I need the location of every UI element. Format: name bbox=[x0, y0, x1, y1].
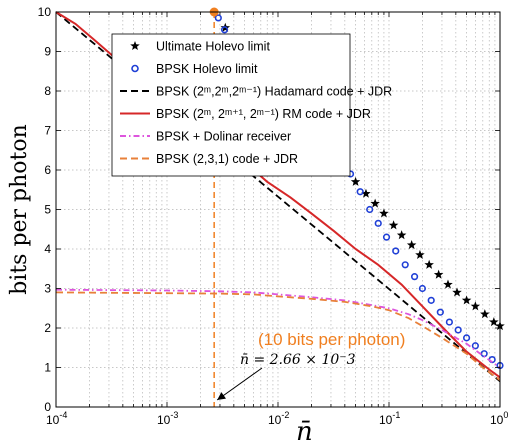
data-point-star bbox=[424, 259, 434, 269]
legend: Ultimate Holevo limit BPSK Holevo limit BP… bbox=[111, 33, 392, 177]
y-tick-label: 0 bbox=[44, 400, 51, 414]
data-point-star bbox=[361, 188, 371, 198]
y-tick-label: 4 bbox=[44, 242, 51, 256]
series-line bbox=[55, 288, 501, 369]
data-point-circle bbox=[418, 284, 427, 293]
orange-annotation: (10 bits per photon) bbox=[258, 330, 405, 349]
data-point-star bbox=[415, 249, 425, 259]
series-line bbox=[55, 11, 501, 382]
legend-entry-label: BPSK Holevo limit bbox=[156, 62, 258, 76]
x-axis-label: n̄ bbox=[296, 417, 313, 445]
data-point-circle bbox=[382, 233, 391, 241]
series-2 bbox=[55, 11, 501, 382]
series-5 bbox=[55, 291, 501, 381]
data-point-star bbox=[470, 301, 481, 311]
data-point-circle bbox=[410, 273, 419, 281]
data-point-star bbox=[406, 240, 417, 250]
data-point-circle bbox=[445, 318, 453, 326]
annotations: (10 bits per photon) n̄ = 2.66 × 10⁻3 bbox=[216, 330, 405, 401]
legend-circle-icon bbox=[131, 64, 139, 73]
grid bbox=[55, 11, 500, 408]
y-axis-label: bits per photon bbox=[7, 124, 32, 295]
data-point-star bbox=[461, 295, 472, 305]
ticks: 10-4 10-3 10-2 10-1 100 0 1 2 3 4 5 6 7 8 9 10 bbox=[38, 5, 509, 427]
data-point-circle bbox=[366, 205, 374, 214]
y-tick-label: 2 bbox=[44, 321, 51, 335]
legend-entry-label: Ultimate Holevo limit bbox=[156, 40, 270, 54]
annotation-arrowhead bbox=[217, 392, 226, 400]
x-tick-label: 10-4 bbox=[46, 410, 67, 427]
y-tick-label: 1 bbox=[44, 361, 51, 375]
y-tick-label: 3 bbox=[44, 282, 51, 296]
x-tick-label: 100 bbox=[490, 410, 508, 427]
legend-entry-label: BPSK + Dolinar receiver bbox=[156, 130, 291, 144]
x-tick-label: 10-2 bbox=[268, 410, 289, 427]
data-point-circle bbox=[214, 14, 222, 22]
y-tick-label: 5 bbox=[44, 203, 51, 217]
series-4 bbox=[55, 288, 501, 369]
data-point-circle bbox=[471, 342, 479, 350]
data-point-star bbox=[388, 220, 399, 230]
legend-entry-label: BPSK (2ᵐ, 2ᵐ⁺¹, 2ᵐ⁻¹) RM code + JDR bbox=[156, 107, 371, 121]
legend-box bbox=[111, 33, 351, 177]
data-point-star bbox=[370, 198, 380, 208]
nbar-value-annotation: n̄ = 2.66 × 10⁻3 bbox=[240, 352, 356, 368]
data-point-circle bbox=[401, 261, 409, 269]
y-tick-label: 8 bbox=[44, 84, 51, 98]
data-point-circle bbox=[462, 334, 471, 342]
data-point-circle bbox=[454, 326, 462, 334]
data-point-circle bbox=[220, 26, 229, 34]
y-tick-label: 9 bbox=[44, 45, 51, 59]
data-point-circle bbox=[356, 188, 364, 196]
data-point-star bbox=[396, 230, 407, 240]
x-tick-label: 10-1 bbox=[379, 410, 400, 427]
x-tick-label: 10-3 bbox=[157, 410, 178, 427]
data-point-circle bbox=[436, 308, 444, 316]
data-point-star bbox=[433, 269, 444, 279]
legend-star-icon bbox=[130, 41, 140, 51]
data-point-star bbox=[379, 208, 389, 218]
legend-entry-label: BPSK (2,3,1) code + JDR bbox=[156, 152, 298, 166]
y-tick-label: 6 bbox=[44, 163, 51, 177]
series-line bbox=[55, 291, 501, 381]
data-point-circle bbox=[392, 247, 400, 255]
annotation-arrow bbox=[216, 367, 263, 401]
data-point-star bbox=[350, 176, 361, 186]
data-point-star bbox=[452, 287, 462, 297]
data-point-star bbox=[443, 279, 453, 289]
data-point-circle bbox=[374, 219, 382, 227]
data-point-star bbox=[489, 317, 499, 327]
data-point-circle bbox=[427, 296, 435, 304]
data-point-star bbox=[480, 309, 490, 319]
y-tick-label: 7 bbox=[44, 124, 51, 138]
y-tick-label: 10 bbox=[38, 5, 52, 19]
legend-entry-label: BPSK (2ᵐ,2ᵐ,2ᵐ⁻¹) Hadamard code + JDR bbox=[156, 85, 392, 99]
